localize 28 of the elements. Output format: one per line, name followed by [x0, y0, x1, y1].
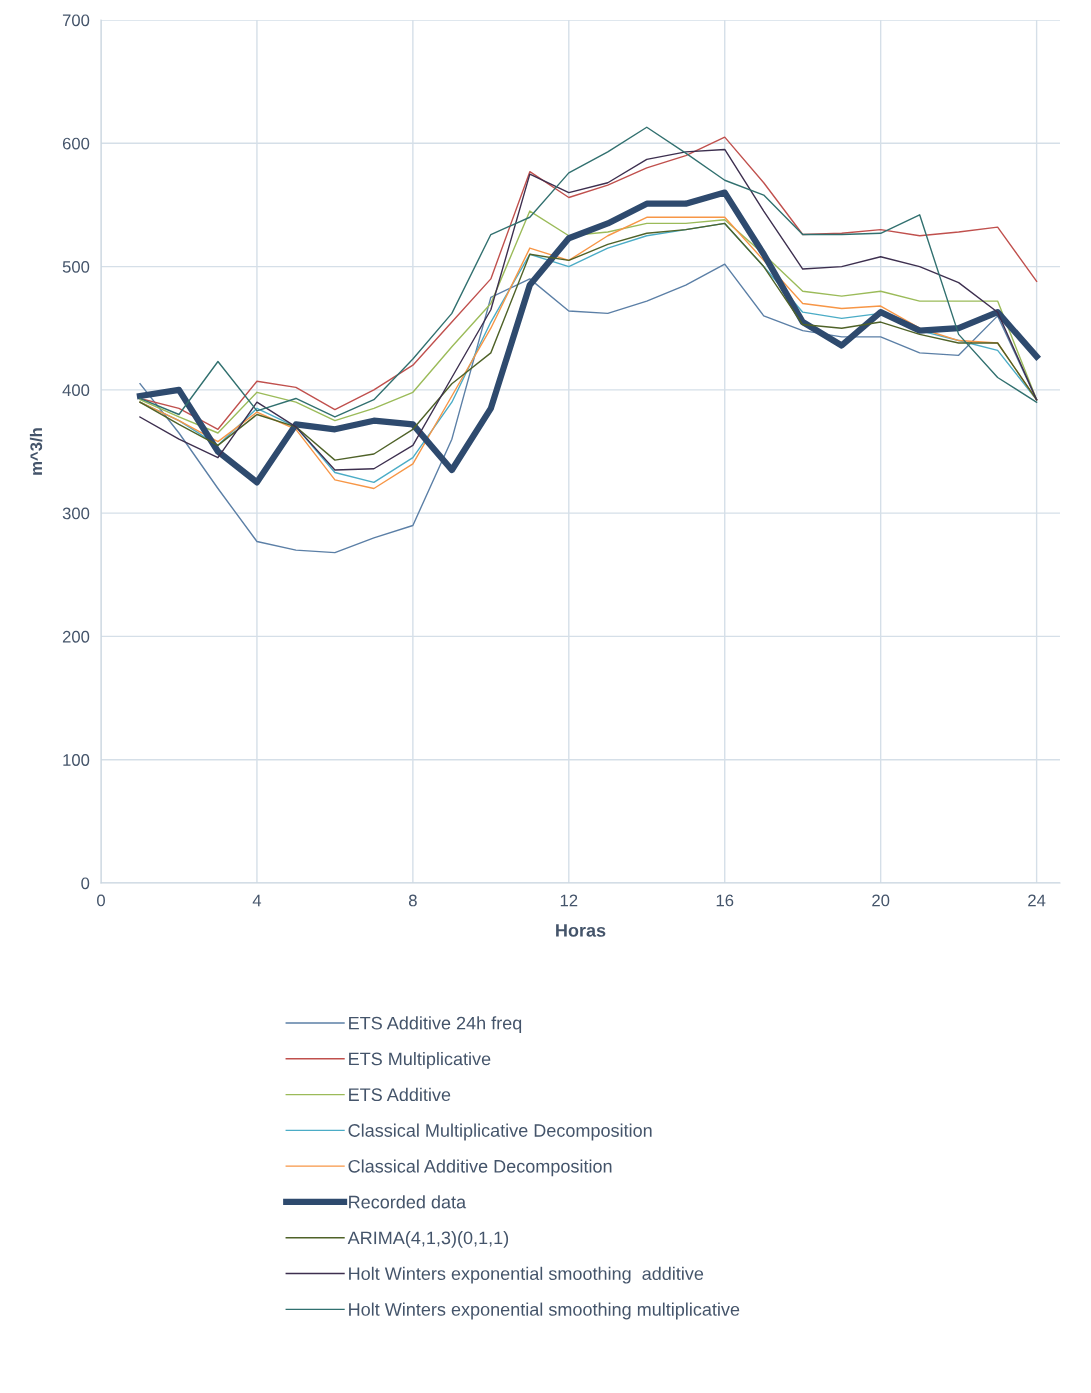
x-tick-label: 8	[408, 894, 417, 907]
x-tick-label: 24	[1028, 894, 1046, 907]
y-tick-label: 400	[62, 384, 90, 397]
y-tick-label: 600	[62, 137, 90, 150]
x-axis-title: Horas	[556, 924, 606, 937]
legend-label: Recorded data	[349, 1195, 467, 1209]
line-series	[139, 210, 1038, 434]
x-tick-label: 12	[560, 894, 578, 907]
x-tick-label: 20	[872, 894, 890, 907]
y-tick-label: 0	[81, 877, 90, 890]
legend-label: Classical Additive Decomposition	[348, 1159, 612, 1177]
y-tick-label: 300	[62, 507, 90, 520]
y-axis-title: m^3/h	[29, 428, 43, 475]
legend-label: Classical Multiplicative Decomposition	[348, 1123, 652, 1141]
legend-label: ARIMA(4,1,3)(0,1,1)	[347, 1230, 509, 1248]
legend-label: ETS Additive 24h freq	[349, 1016, 522, 1034]
y-tick-label: 700	[62, 14, 90, 27]
x-tick-label: 0	[97, 894, 105, 907]
legend-label: ETS Multiplicative	[349, 1052, 491, 1069]
legend-label: Holt Winters exponential smoothing additive	[349, 1266, 704, 1284]
x-tick-label: 4	[252, 894, 262, 907]
y-tick-label: 200	[62, 630, 90, 643]
y-tick-label: 100	[63, 754, 90, 766]
legend-label: Holt Winters exponential smoothing multiplicative	[349, 1302, 740, 1320]
legend-label: ETS Additive	[349, 1087, 451, 1102]
x-tick-label: 16	[716, 894, 734, 907]
y-tick-label: 500	[62, 260, 90, 273]
line-series	[139, 148, 1038, 471]
